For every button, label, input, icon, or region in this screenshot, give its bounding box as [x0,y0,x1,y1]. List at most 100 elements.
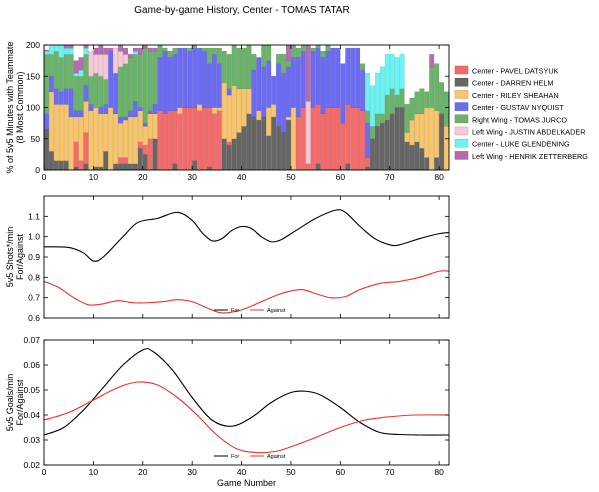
bar-segment [53,45,59,52]
series-line-for [44,347,449,436]
bar-segment [291,57,296,108]
bars-group [44,45,449,170]
bar-segment [266,60,272,108]
bar-segment [128,110,133,118]
bar-segment [221,51,227,83]
bar-segment [365,157,370,168]
bar-segment [113,47,119,74]
series-line-against [44,270,449,314]
bar-segment [414,141,420,170]
bar-segment [197,104,202,111]
bar-segment [98,54,104,77]
bar-segment [335,107,341,170]
bar-segment [78,76,84,111]
bar-segment [207,47,212,64]
bar-segment [83,132,89,164]
bar-segment [216,110,222,170]
bar-segment [44,51,49,55]
bar-segment [389,113,395,170]
bar-segment [58,91,64,105]
bar-segment [419,88,425,114]
bar-segment [241,88,247,127]
y-tick-label: 1.1 [28,211,40,221]
bar-segment [365,166,370,170]
bar-segment [216,47,222,64]
lines-group [44,209,449,314]
bar-segment [271,76,277,105]
bar-segment [68,54,74,89]
bar-segment [197,110,202,170]
bar-segment [53,88,59,105]
bar-segment [98,166,104,170]
bar-segment [216,63,222,108]
bar-segment [384,54,390,96]
bar-segment [241,126,247,170]
y-tick-label: 100 [26,103,40,113]
bar-segment [434,110,440,158]
bar-segment [93,54,99,74]
bar-segment [78,110,84,118]
bar-segment [103,47,109,55]
bar-segment [221,138,227,170]
bar-segment [68,45,74,49]
bar-segment [256,57,262,111]
bar-segment [103,113,109,152]
y-tick-label: 50 [31,134,41,144]
bar-segment [340,63,346,124]
lines-group [44,347,449,454]
bar-segment [310,47,316,52]
bar-segment [345,163,351,170]
bar-segment [345,104,351,164]
x-tick-label: 40 [237,467,247,477]
figure-title: Game-by-game History, Center - TOMAS TAT… [134,5,349,16]
bar-segment [108,107,114,170]
bar-segment [345,47,351,105]
y-tick-label: 0 [35,165,40,175]
bar-segment [300,107,306,170]
bar-segment [44,49,49,52]
bar-segment [49,54,54,77]
bar-segment [424,157,430,170]
bar-segment [132,51,138,55]
plot-frame [43,44,450,171]
bar-segment [216,107,222,111]
bar-segment [315,45,321,49]
bar-segment [137,47,143,55]
bar-segment [142,122,148,127]
bar-segment [305,101,311,164]
bar-segment [399,54,405,89]
bar-segment [142,47,148,124]
series-line-for [44,209,449,262]
bar-segment [162,51,168,114]
y-tick-label: 1.0 [28,232,40,242]
bar-segment [49,76,54,93]
bar-segment [399,107,405,170]
bar-segment [202,51,207,108]
x-tick-label: 0 [42,172,47,182]
legend-swatch [454,126,469,136]
bar-segment [113,113,119,164]
bar-segment [261,45,267,68]
bar-segment [177,107,183,114]
bar-segment [389,54,395,89]
y-axis-label: 5v5 Goals/min [5,374,15,432]
x-tick-label: 60 [336,467,346,477]
bar-segment [266,45,272,61]
bar-segment [266,135,272,170]
bar-segment [207,107,212,168]
legend-label: Against [267,454,286,460]
bar-segment [53,104,59,161]
shots-per-min-line-chart: 0.6 0.7 0.8 0.9 1.0 1.1 5v5 Shots*/min For/Agai… [5,195,450,323]
bar-segment [236,88,242,133]
legend-swatch [454,102,469,111]
bar-segment [291,45,296,58]
bar-segment [73,72,79,77]
bar-segment [286,45,291,61]
bar-segment [118,45,123,52]
x-tick-label: 80 [434,172,444,182]
y-tick-label: 0.7 [28,293,40,303]
bar-segment [276,54,282,64]
legend-label: Center - RILEY SHEAHAN [472,91,559,100]
bar-segment [58,45,64,58]
bar-segment [360,110,365,170]
